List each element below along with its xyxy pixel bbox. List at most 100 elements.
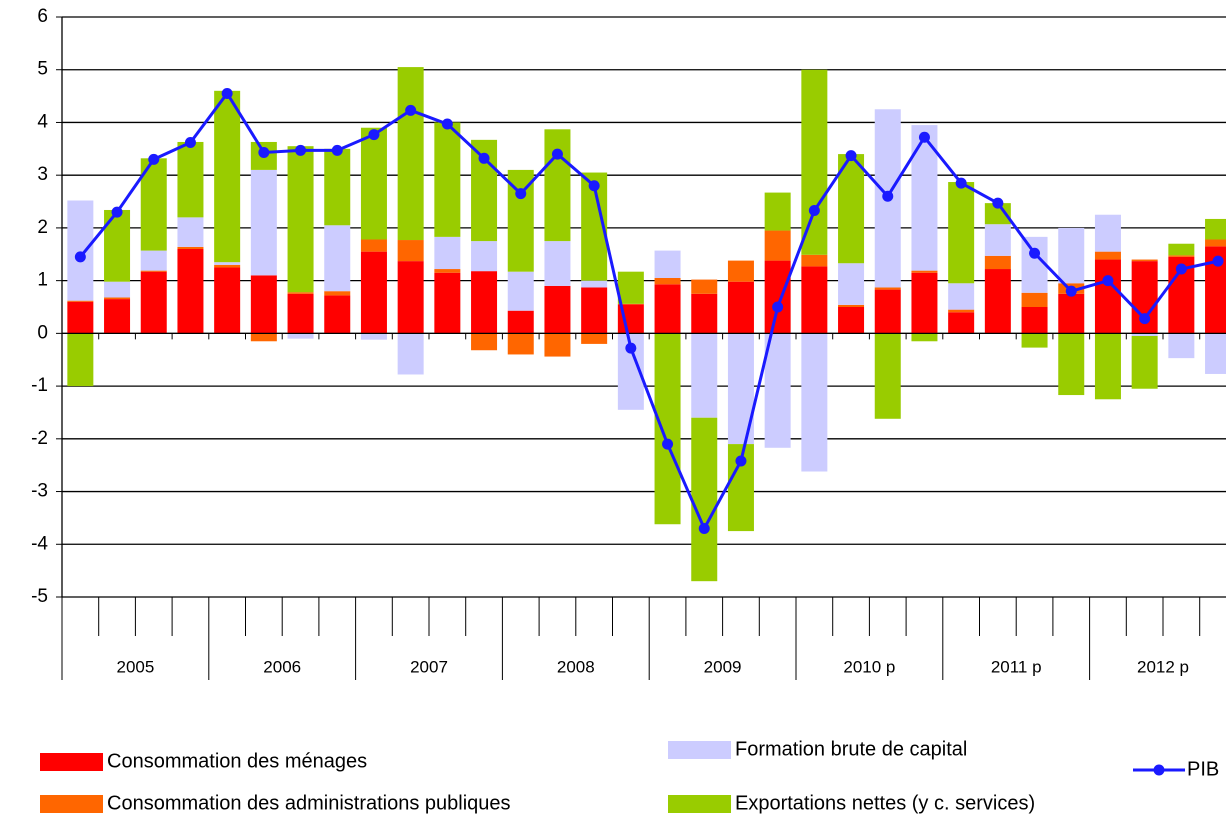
bar-segment bbox=[1094, 259, 1121, 334]
legend-label: Formation brute de capital bbox=[735, 738, 967, 760]
bar-segment bbox=[691, 417, 718, 582]
x-group-label: 2007 bbox=[410, 657, 448, 676]
bar-segment bbox=[581, 287, 608, 334]
bar-segment bbox=[287, 292, 314, 294]
bar-segment bbox=[1021, 236, 1048, 293]
bar-segment bbox=[984, 224, 1011, 256]
y-tick-label: 0 bbox=[37, 322, 48, 343]
line-point bbox=[221, 87, 233, 99]
bar-segment bbox=[838, 307, 865, 334]
bar-segment bbox=[434, 122, 461, 237]
bar-segment bbox=[654, 333, 681, 525]
bar-segment bbox=[67, 301, 94, 334]
line-point bbox=[331, 144, 343, 156]
line-point bbox=[368, 129, 380, 141]
bar-segment bbox=[984, 255, 1011, 270]
y-tick-label: -4 bbox=[31, 533, 48, 554]
bar-segment bbox=[654, 250, 681, 278]
bar-segment bbox=[801, 254, 828, 267]
bar-segment bbox=[874, 333, 901, 419]
bar-segment bbox=[104, 297, 131, 300]
bar-segment bbox=[67, 200, 94, 301]
y-tick-label: 4 bbox=[37, 111, 48, 132]
bar-segment bbox=[1021, 292, 1048, 307]
line-point bbox=[1029, 247, 1041, 259]
x-group-label: 2010 p bbox=[843, 657, 895, 676]
bar-segment bbox=[250, 333, 277, 342]
bar-segment bbox=[1058, 293, 1085, 334]
bar-segment bbox=[1131, 333, 1158, 336]
bar-segment bbox=[911, 272, 938, 334]
bar-segment bbox=[1205, 333, 1226, 374]
bar-segment bbox=[1094, 214, 1121, 252]
line-point bbox=[698, 522, 710, 534]
line-point bbox=[808, 205, 820, 217]
line-point bbox=[515, 188, 527, 200]
legend-swatch bbox=[40, 753, 103, 771]
bar-segment bbox=[1168, 243, 1195, 256]
bar-segment bbox=[581, 333, 608, 344]
bar-segment bbox=[67, 333, 94, 387]
bar-segment bbox=[838, 154, 865, 264]
bar-segment bbox=[507, 310, 534, 334]
bar-segment bbox=[177, 249, 204, 334]
bar-segment bbox=[801, 69, 828, 255]
bar-segment bbox=[287, 146, 314, 293]
bar-segment bbox=[324, 148, 351, 226]
legend-label: Consommation des administrations publiqu… bbox=[107, 792, 511, 814]
y-tick-label: -2 bbox=[31, 428, 48, 449]
bar-segment bbox=[1094, 251, 1121, 260]
bar-segment bbox=[801, 333, 828, 472]
bar-segment bbox=[764, 260, 791, 334]
bar-segment bbox=[984, 269, 1011, 334]
bar-segment bbox=[1131, 336, 1158, 389]
bar-segment bbox=[948, 283, 975, 310]
bar-segment bbox=[434, 269, 461, 273]
line-point bbox=[74, 251, 86, 263]
line-point bbox=[882, 190, 894, 202]
bar-segment bbox=[1058, 333, 1085, 396]
bar-segment bbox=[471, 333, 498, 351]
bar-segment bbox=[177, 141, 204, 218]
bar-segment bbox=[214, 267, 241, 334]
y-tick-label: 3 bbox=[37, 164, 48, 185]
bar-segment bbox=[727, 260, 754, 282]
bar-segment bbox=[360, 251, 387, 334]
bar-segment bbox=[654, 284, 681, 334]
line-point bbox=[184, 136, 196, 148]
bar-segment bbox=[544, 285, 571, 334]
line-point bbox=[735, 455, 747, 467]
bar-segment bbox=[471, 241, 498, 272]
bar-segment bbox=[104, 299, 131, 334]
bar-segment bbox=[1205, 246, 1226, 334]
y-tick-label: -3 bbox=[31, 481, 48, 502]
bar-segment bbox=[911, 270, 938, 273]
bar-segment bbox=[617, 303, 644, 305]
legend-label: Exportations nettes (y c. services) bbox=[735, 792, 1035, 814]
x-group-label: 2009 bbox=[704, 657, 742, 676]
line-point bbox=[1065, 285, 1077, 297]
bar-segment bbox=[544, 333, 571, 357]
line-point bbox=[441, 118, 453, 130]
bar-segment bbox=[691, 279, 718, 294]
line-point bbox=[148, 153, 160, 165]
line-point bbox=[295, 144, 307, 156]
bar-segment bbox=[360, 333, 387, 340]
bar-segment bbox=[104, 281, 131, 298]
legend-swatch bbox=[668, 741, 731, 759]
bar-segment bbox=[838, 304, 865, 307]
bar-segment bbox=[140, 271, 167, 334]
line-point bbox=[772, 301, 784, 313]
line-point bbox=[1175, 263, 1187, 275]
line-point bbox=[478, 152, 490, 164]
legend-marker bbox=[1153, 764, 1165, 776]
bar-segment bbox=[948, 182, 975, 284]
bar-segment bbox=[287, 293, 314, 334]
bar-segment bbox=[691, 293, 718, 334]
bar-segment bbox=[360, 239, 387, 252]
x-group-label: 2011 p bbox=[991, 657, 1042, 676]
bar-segment bbox=[581, 280, 608, 288]
bar-segment bbox=[434, 272, 461, 334]
bar-segment bbox=[507, 333, 534, 355]
